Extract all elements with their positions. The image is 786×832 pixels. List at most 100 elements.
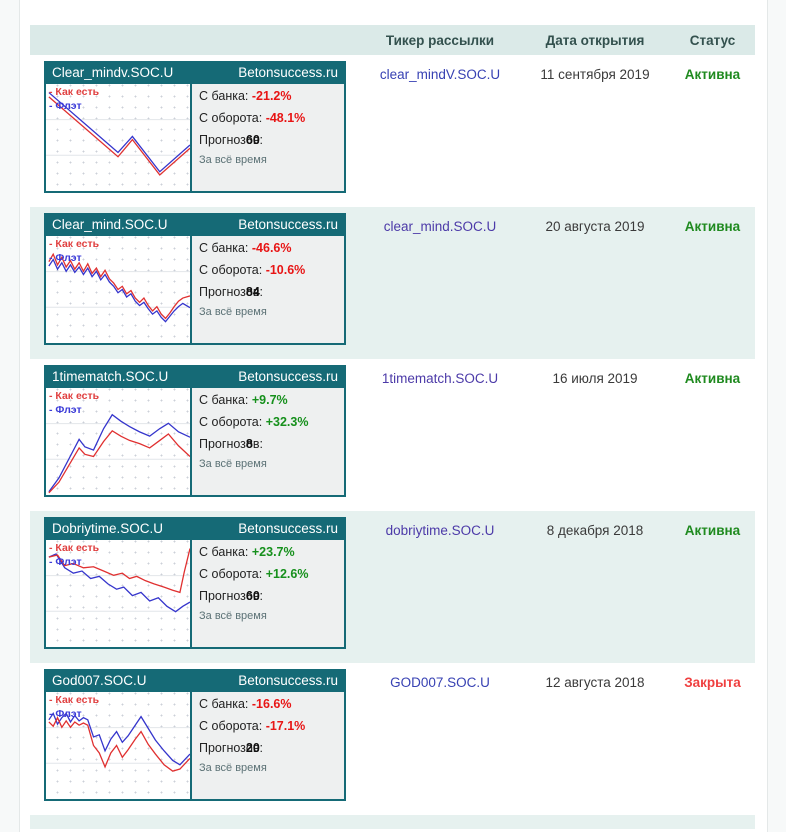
stat-card[interactable]: God007.SOC.U Betonsuccess.ru - Как есть -…: [44, 669, 346, 801]
card-header: 1timematch.SOC.U Betonsuccess.ru: [46, 367, 344, 388]
prognoz-suffix: ов:: [245, 285, 263, 299]
ticker-cell: clear_mindV.SOC.U: [360, 55, 520, 207]
status-cell: Активна: [670, 207, 755, 359]
stat-label: С оборота:: [199, 415, 266, 429]
table-row: 1timematch.SOC.U Betonsuccess.ru - Как е…: [30, 359, 755, 511]
prognoz-suffix: ов:: [245, 437, 263, 451]
stat-value: -48.1%: [265, 111, 306, 125]
stat-value: +9.7%: [251, 393, 288, 407]
ticker-link[interactable]: clear_mind.SOC.U: [383, 219, 497, 234]
status-label: Активна: [684, 219, 741, 234]
card-header: Clear_mind.SOC.U Betonsuccess.ru: [46, 215, 344, 236]
ticker-link[interactable]: dobriytime.SOC.U: [385, 523, 495, 538]
ticker-link[interactable]: GOD007.SOC.U: [390, 675, 490, 690]
open-date: 12 августа 2018: [545, 675, 645, 690]
stat-label: С банка:: [199, 393, 252, 407]
column-header-ticker: Тикер рассылки: [385, 32, 495, 48]
open-date: 16 июля 2019: [552, 371, 638, 386]
prognoz-count: 84: [245, 285, 260, 299]
stat-value: -16.6%: [251, 697, 292, 711]
stat-card[interactable]: Dobriytime.SOC.U Betonsuccess.ru - Как е…: [44, 517, 346, 649]
card-title: Dobriytime.SOC.U: [52, 521, 164, 536]
status-label: Закрыта: [684, 675, 741, 690]
card-stats: С банка: -16.6% С оборота: -17.1% Прогноз о…: [192, 692, 344, 799]
period-label: За всё время: [199, 610, 267, 622]
prognoz-count: 60: [245, 589, 260, 603]
chart-svg: [46, 84, 190, 191]
stat-label: С банка:: [199, 241, 252, 255]
legend-item: - Как есть: [49, 86, 100, 98]
stat-value: +32.3%: [265, 415, 309, 429]
stat-label: С оборота:: [199, 567, 266, 581]
status-cell: Активна: [670, 511, 755, 663]
stat-line: С банка: -46.6%: [199, 241, 339, 255]
open-date: 8 декабря 2018: [546, 523, 644, 538]
legend-item: - Как есть: [49, 694, 100, 706]
column-header-date: Дата открытия: [545, 32, 645, 48]
stat-line: С оборота: -48.1%: [199, 111, 339, 125]
chart-legend: - Как есть - Флэт: [49, 238, 99, 265]
prognoz-count: 8: [245, 437, 253, 451]
prognoz-line: Прогноз ов: 20: [199, 741, 339, 755]
chart-svg: [46, 540, 190, 647]
card-header: Dobriytime.SOC.U Betonsuccess.ru: [46, 519, 344, 540]
prognoz-overlap: ов: 20: [246, 741, 263, 755]
table-body: Clear_mindv.SOC.U Betonsuccess.ru - Как …: [30, 55, 755, 815]
ticker-link[interactable]: clear_mindV.SOC.U: [379, 67, 501, 82]
stat-label: С оборота:: [199, 263, 266, 277]
table-header: Тикер рассылки Дата открытия Статус: [30, 25, 755, 55]
chart-svg: [46, 692, 190, 799]
stat-value: -21.2%: [251, 89, 292, 103]
status-cell: Закрыта: [670, 663, 755, 815]
stat-label: С оборота:: [199, 111, 266, 125]
mini-chart: - Как есть - Флэт: [46, 540, 192, 647]
stat-line: С оборота: -17.1%: [199, 719, 339, 733]
chart-svg: [46, 236, 190, 343]
stat-line: С банка: +23.7%: [199, 545, 339, 559]
card-header: God007.SOC.U Betonsuccess.ru: [46, 671, 344, 692]
prognoz-line: Прогноз ов: 60: [199, 589, 339, 603]
period-label: За всё время: [199, 306, 267, 318]
stat-line: С оборота: +32.3%: [199, 415, 339, 429]
stat-card[interactable]: Clear_mind.SOC.U Betonsuccess.ru - Как е…: [44, 213, 346, 345]
prognoz-suffix: ов:: [245, 589, 263, 603]
mini-chart: - Как есть - Флэт: [46, 84, 192, 191]
status-label: Активна: [684, 67, 741, 82]
card-body: - Как есть - Флэт С банка: -16.6% С оборот…: [46, 692, 344, 799]
stat-label: С банка:: [199, 545, 252, 559]
card-brand: Betonsuccess.ru: [238, 521, 338, 536]
prognoz-line: Прогноз ов: 8: [199, 437, 339, 451]
table-row: Clear_mind.SOC.U Betonsuccess.ru - Как е…: [30, 207, 755, 359]
stat-line: С оборота: -10.6%: [199, 263, 339, 277]
prognoz-line: Прогноз ов: 60: [199, 133, 339, 147]
card-cell: Clear_mindv.SOC.U Betonsuccess.ru - Как …: [30, 55, 360, 207]
prognoz-suffix: ов:: [245, 741, 263, 755]
mini-chart: - Как есть - Флэт: [46, 692, 192, 799]
stat-value: +23.7%: [251, 545, 295, 559]
legend-item: - Как есть: [49, 238, 100, 250]
card-cell: Dobriytime.SOC.U Betonsuccess.ru - Как е…: [30, 511, 360, 663]
period-label: За всё время: [199, 458, 267, 470]
stat-card[interactable]: Clear_mindv.SOC.U Betonsuccess.ru - Как …: [44, 61, 346, 193]
ticker-link[interactable]: 1timematch.SOC.U: [381, 371, 499, 386]
stat-label: С оборота:: [199, 719, 266, 733]
prognoz-prefix: Прогноз: [199, 437, 246, 451]
prognoz-count: 20: [245, 741, 260, 755]
card-body: - Как есть - Флэт С банка: +23.7% С оборот…: [46, 540, 344, 647]
card-brand: Betonsuccess.ru: [238, 369, 338, 384]
stat-card[interactable]: 1timematch.SOC.U Betonsuccess.ru - Как е…: [44, 365, 346, 497]
signals-table: Тикер рассылки Дата открытия Статус Clea…: [30, 25, 755, 815]
card-stats: С банка: -21.2% С оборота: -48.1% Прогноз о…: [192, 84, 344, 191]
chart-legend: - Как есть - Флэт: [49, 694, 99, 721]
card-title: God007.SOC.U: [52, 673, 147, 688]
chart-legend: - Как есть - Флэт: [49, 542, 99, 569]
card-title: 1timematch.SOC.U: [52, 369, 169, 384]
card-cell: Clear_mind.SOC.U Betonsuccess.ru - Как е…: [30, 207, 360, 359]
card-cell: God007.SOC.U Betonsuccess.ru - Как есть -…: [30, 663, 360, 815]
card-brand: Betonsuccess.ru: [238, 673, 338, 688]
stat-line: С банка: -16.6%: [199, 697, 339, 711]
date-cell: 12 августа 2018: [520, 663, 670, 815]
prognoz-prefix: Прогноз: [199, 589, 246, 603]
card-title: Clear_mind.SOC.U: [52, 217, 168, 232]
ticker-cell: clear_mind.SOC.U: [360, 207, 520, 359]
